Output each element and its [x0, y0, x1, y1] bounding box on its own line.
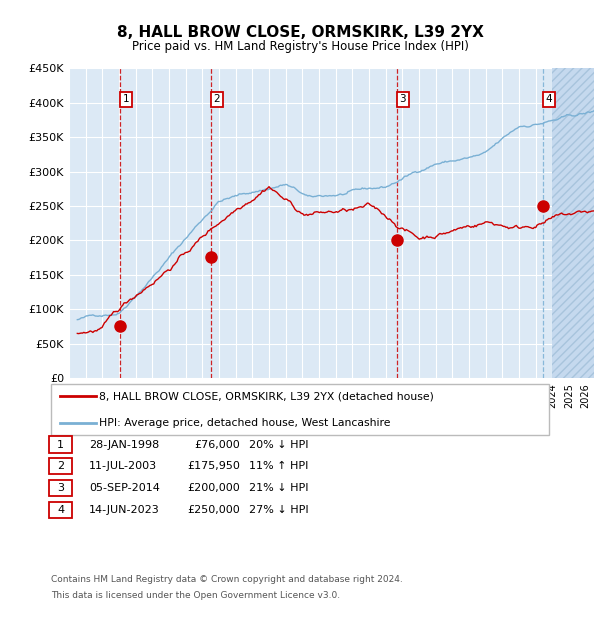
Text: 4: 4	[57, 505, 64, 515]
Text: 8, HALL BROW CLOSE, ORMSKIRK, L39 2YX: 8, HALL BROW CLOSE, ORMSKIRK, L39 2YX	[116, 25, 484, 40]
Text: 05-SEP-2014: 05-SEP-2014	[89, 483, 160, 493]
Text: 11% ↑ HPI: 11% ↑ HPI	[249, 461, 308, 471]
Text: This data is licensed under the Open Government Licence v3.0.: This data is licensed under the Open Gov…	[51, 591, 340, 600]
Text: 4: 4	[545, 94, 552, 104]
Text: £76,000: £76,000	[194, 440, 240, 450]
Text: 21% ↓ HPI: 21% ↓ HPI	[249, 483, 308, 493]
Text: 2: 2	[214, 94, 220, 104]
Text: £175,950: £175,950	[187, 461, 240, 471]
Text: 3: 3	[400, 94, 406, 104]
Text: £250,000: £250,000	[187, 505, 240, 515]
Text: 2: 2	[57, 461, 64, 471]
Text: 1: 1	[123, 94, 130, 104]
Text: Contains HM Land Registry data © Crown copyright and database right 2024.: Contains HM Land Registry data © Crown c…	[51, 575, 403, 584]
Text: 11-JUL-2003: 11-JUL-2003	[89, 461, 157, 471]
Bar	[553, 68, 600, 378]
Text: HPI: Average price, detached house, West Lancashire: HPI: Average price, detached house, West…	[99, 418, 391, 428]
Text: 20% ↓ HPI: 20% ↓ HPI	[249, 440, 308, 450]
Text: £200,000: £200,000	[187, 483, 240, 493]
Text: 1: 1	[57, 440, 64, 450]
Text: 28-JAN-1998: 28-JAN-1998	[89, 440, 159, 450]
Text: 3: 3	[57, 483, 64, 493]
Text: 27% ↓ HPI: 27% ↓ HPI	[249, 505, 308, 515]
Text: 14-JUN-2023: 14-JUN-2023	[89, 505, 160, 515]
Text: 8, HALL BROW CLOSE, ORMSKIRK, L39 2YX (detached house): 8, HALL BROW CLOSE, ORMSKIRK, L39 2YX (d…	[99, 391, 434, 401]
Text: Price paid vs. HM Land Registry's House Price Index (HPI): Price paid vs. HM Land Registry's House …	[131, 40, 469, 53]
